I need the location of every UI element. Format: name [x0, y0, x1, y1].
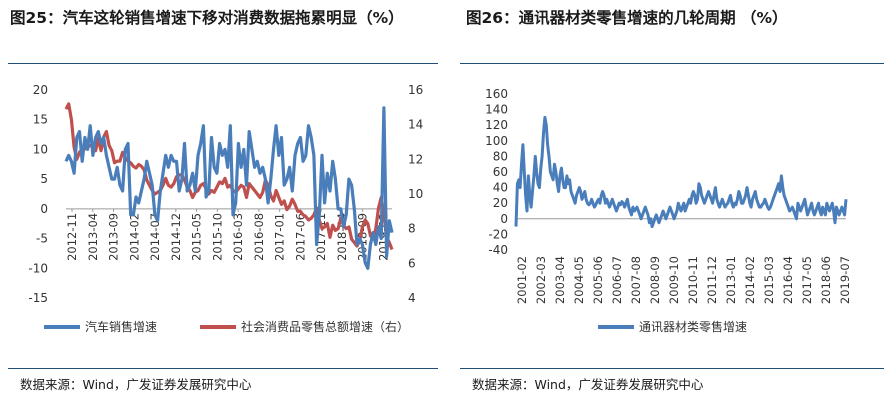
y-right-tick-label: 4 — [408, 291, 416, 305]
source-note: 数据来源：Wind，广发证券发展研究中心 — [20, 377, 252, 392]
y-right-tick-label: 10 — [408, 187, 423, 201]
x-tick-label: 2012-11 — [65, 213, 79, 261]
x-tick-label: 2015-05 — [190, 213, 204, 261]
x-tick-label: 2016-04 — [781, 256, 795, 304]
y-tick-label: 80 — [493, 149, 508, 163]
x-tick-label: 2015-03 — [762, 256, 776, 304]
y-right-tick-label: 8 — [408, 222, 416, 236]
y-tick-label: 0 — [500, 212, 508, 226]
x-tick-label: 2010-11 — [686, 256, 700, 304]
y-right-tick-label: 14 — [408, 118, 423, 132]
y-tick-label: 20 — [493, 196, 508, 210]
x-tick-label: 2018-06 — [819, 256, 833, 304]
x-tick-label: 2016-03 — [231, 213, 245, 261]
x-tick-label: 2017-06 — [293, 213, 307, 261]
x-tick-label: 2013-09 — [107, 213, 121, 261]
x-tick-label: 2017-05 — [800, 256, 814, 304]
y-tick-label: -40 — [488, 243, 508, 257]
chart-svg-left: -15 -10 -5 0 5 10 15 20 4 6 8 10 12 14 16 2012-11 2013-0… — [28, 83, 423, 334]
y-left-tick-label: 20 — [33, 83, 48, 97]
y-left-tick-label: 10 — [33, 142, 48, 156]
legend-label-auto-sales: 汽车销售增速 — [85, 319, 157, 334]
legend-label-retail-sales: 社会消费品零售总额增速（右） — [241, 319, 409, 334]
x-tick-label: 2007-08 — [629, 256, 643, 304]
x-tick-label: 2018-09 — [356, 213, 370, 261]
x-tick-label: 2014-07 — [148, 213, 162, 261]
x-tick-label: 2014-12 — [169, 213, 183, 261]
x-tick-label: 2009-10 — [667, 256, 681, 304]
y-left-tick-label: 15 — [33, 113, 48, 127]
y-right-tick-label: 6 — [408, 256, 416, 270]
chart-panel-left: 图25：汽车这轮销售增速下移对消费数据拖累明显（%） -15 -10 -5 0 5 10 1… — [0, 0, 442, 405]
x-tick-label: 2005-06 — [591, 256, 605, 304]
x-tick-label: 2013-04 — [86, 213, 100, 261]
y-tick-label: 40 — [493, 181, 508, 195]
top-rule — [460, 63, 884, 64]
y-tick-label: -20 — [488, 227, 508, 241]
x-tick-label: 2015-10 — [210, 213, 224, 261]
chart-title: 图26：通讯器材类零售增速的几轮周期 （%） — [466, 9, 788, 27]
x-tick-label: 2016-08 — [252, 213, 266, 261]
y-tick-label: 60 — [493, 165, 508, 179]
x-tick-label: 2002-03 — [534, 256, 548, 304]
y-tick-label: 160 — [485, 87, 508, 101]
top-rule — [8, 63, 438, 64]
y-right-tick-label: 12 — [408, 152, 423, 166]
x-tick-label: 2013-01 — [724, 256, 738, 304]
x-tick-label: 2001-02 — [515, 256, 529, 304]
y-left-tick-label: -5 — [36, 232, 48, 246]
y-left-tick-label: 5 — [40, 172, 48, 186]
x-tick-label: 2003-04 — [553, 256, 567, 304]
x-tick-label: 2019-07 — [838, 256, 852, 304]
y-tick-label: 120 — [485, 118, 508, 132]
x-tick-label: 2004-05 — [572, 256, 586, 304]
x-tick-label: 2006-07 — [610, 256, 624, 304]
x-tick-label: 2011-12 — [705, 256, 719, 304]
x-tick-label: 2014-02 — [127, 213, 141, 261]
y-right-tick-label: 16 — [408, 83, 423, 97]
series-line-telecom-retail — [514, 115, 848, 229]
bottom-rule — [460, 368, 884, 369]
y-tick-label: 140 — [485, 103, 508, 117]
source-note: 数据来源：Wind，广发证券发展研究中心 — [472, 377, 704, 392]
bottom-rule — [8, 368, 438, 369]
x-tick-label: 2008-09 — [648, 256, 662, 304]
y-left-tick-label: 0 — [40, 202, 48, 216]
chart-panel-right: 图26：通讯器材类零售增速的几轮周期 （%） -40 -20 0 20 40 60 80 10… — [450, 0, 888, 405]
legend-label-telecom-retail: 通讯器材类零售增速 — [639, 319, 747, 334]
x-tick-label: 2014-02 — [743, 256, 757, 304]
x-tick-label: 2017-01 — [273, 213, 287, 261]
series-line-retail-sales — [64, 102, 394, 251]
y-left-tick-label: -10 — [28, 261, 48, 275]
y-left-tick-label: -15 — [28, 291, 48, 305]
chart-title: 图25：汽车这轮销售增速下移对消费数据拖累明显（%） — [10, 9, 404, 27]
y-tick-label: 100 — [485, 134, 508, 148]
series-line-auto-sales — [64, 106, 394, 270]
